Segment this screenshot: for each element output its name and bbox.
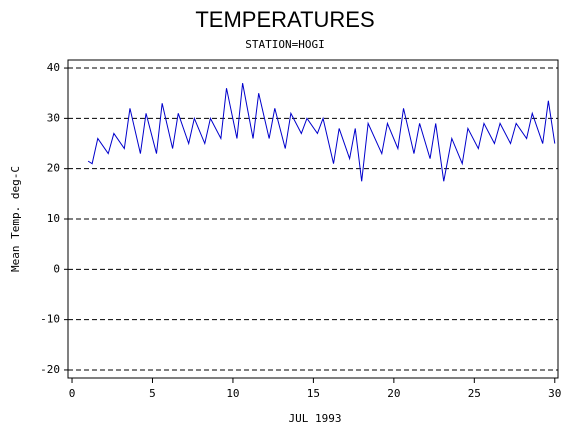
x-tick-label: 30 <box>548 387 561 400</box>
x-axis-label: JUL 1993 <box>289 412 342 425</box>
x-tick-label: 20 <box>387 387 400 400</box>
y-tick-label: 0 <box>53 262 60 275</box>
chart-title: TEMPERATURES <box>195 7 374 32</box>
series-line <box>87 83 556 182</box>
x-tick-label: 25 <box>468 387 481 400</box>
x-tick-label: 15 <box>307 387 320 400</box>
y-axis-label: Mean Temp. deg-C <box>9 166 22 272</box>
y-tick-label: 10 <box>47 212 60 225</box>
x-tick-label: 10 <box>226 387 239 400</box>
y-tick-label: 40 <box>47 61 60 74</box>
y-tick-label: 20 <box>47 162 60 175</box>
x-tick-label: 0 <box>69 387 76 400</box>
x-tick-label: 5 <box>149 387 156 400</box>
y-tick-label: -10 <box>40 313 60 326</box>
y-tick-label: 30 <box>47 111 60 124</box>
chart-subtitle: STATION=HOGI <box>245 38 324 51</box>
y-tick-label: -20 <box>40 363 60 376</box>
